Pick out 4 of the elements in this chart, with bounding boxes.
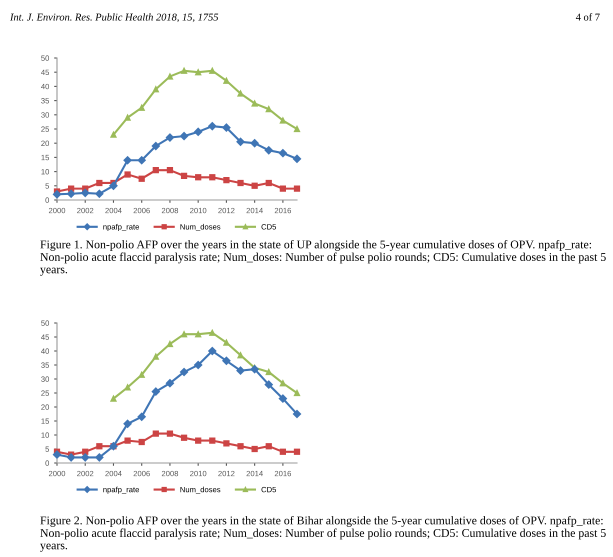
text: Int. J. Environ. Res. Public Health 2018, 15, 1755 bbox=[10, 13, 218, 22]
caption: Figure 2. Non-polio AFP over the years in the state of Bihar alongside the 5-year cumulative doses of OPV. npafp_rate: Non-polio acute flaccid paralysis rate; Num_doses: Number of pulse polio rounds; CD5: Cumulative doses in the past 5 years. bbox=[40, 516, 606, 552]
caption: Figure 1. Non-polio AFP over the years in the state of UP alongside the 5-year cumulative doses of OPV. npafp_rate: Non-polio acute flaccid paralysis rate; Num_doses: Number of pulse polio rounds; CD5: Cumulative doses in the past 5 years. bbox=[40, 240, 606, 276]
text: 4 of 7 bbox=[576, 13, 600, 21]
